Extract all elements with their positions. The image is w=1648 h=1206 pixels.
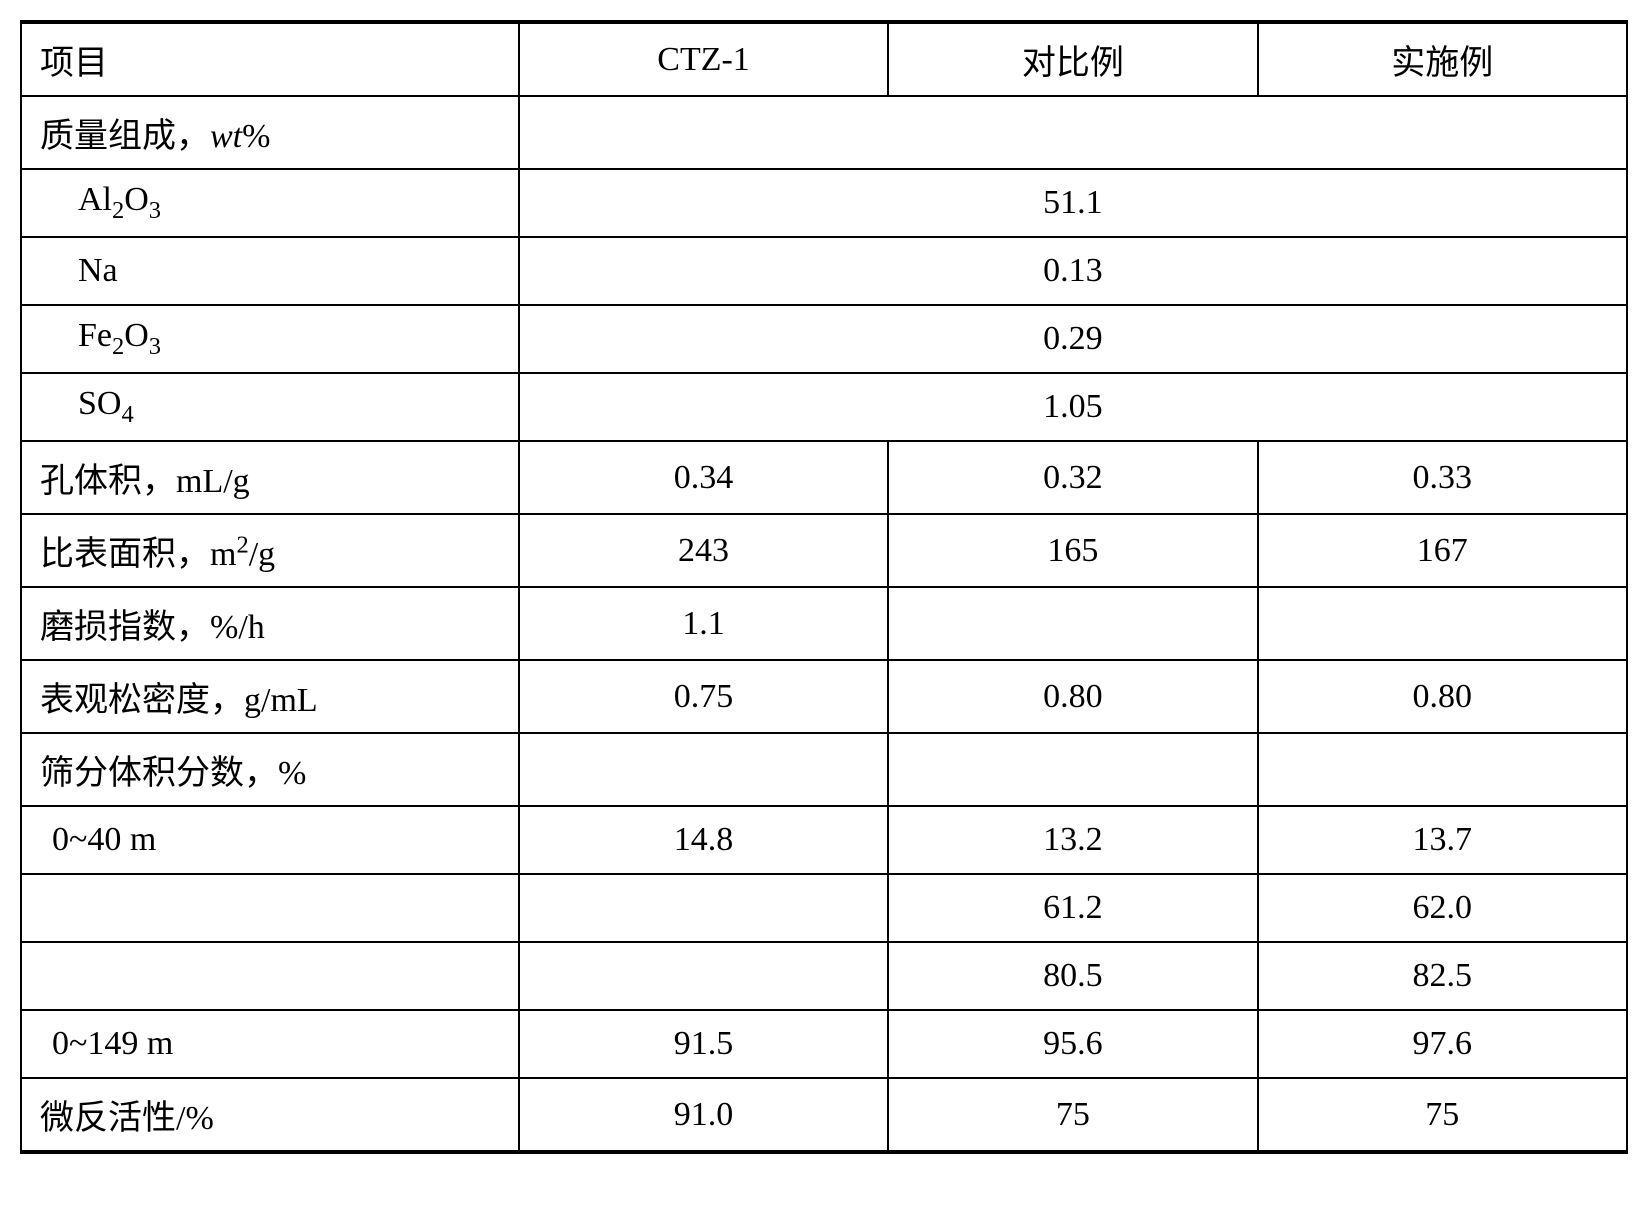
row-attrition: 磨损指数，%/h 1.1	[21, 587, 1627, 660]
label-pore-volume: 孔体积，mL/g	[21, 441, 519, 514]
row-range-0-149: 0~149 m 91.5 95.6 97.6	[21, 1010, 1627, 1078]
label-range-0-149: 0~149 m	[21, 1010, 519, 1078]
row-fe2o3: Fe2O3 0.29	[21, 305, 1627, 373]
label-sieve: 筛分体积分数，%	[21, 733, 519, 806]
value-so4: 1.05	[519, 373, 1627, 441]
data-table: 项目 CTZ-1 对比例 实施例 质量组成，wt% Al2O3 51.1 Na …	[20, 20, 1628, 1154]
label-range-0-40: 0~40 m	[21, 806, 519, 874]
value-fe2o3: 0.29	[519, 305, 1627, 373]
label-surface-area: 比表面积，m2/g	[21, 514, 519, 587]
label-fe2o3: Fe2O3	[21, 305, 519, 373]
value-pore-volume-c3: 0.33	[1258, 441, 1627, 514]
label-attrition: 磨损指数，%/h	[21, 587, 519, 660]
row-surface-area: 比表面积，m2/g 243 165 167	[21, 514, 1627, 587]
label-range-mid1	[21, 874, 519, 942]
value-micro-activity-c1: 91.0	[519, 1078, 888, 1152]
value-al2o3: 51.1	[519, 169, 1627, 237]
label-na: Na	[21, 237, 519, 305]
value-pore-volume-c1: 0.34	[519, 441, 888, 514]
value-range-0-149-c2: 95.6	[888, 1010, 1257, 1078]
header-col-ctz1: CTZ-1	[519, 22, 888, 96]
row-micro-activity: 微反活性/% 91.0 75 75	[21, 1078, 1627, 1152]
value-range-mid2-c2: 80.5	[888, 942, 1257, 1010]
value-range-0-40-c1: 14.8	[519, 806, 888, 874]
value-surface-area-c3: 167	[1258, 514, 1627, 587]
row-so4: SO4 1.05	[21, 373, 1627, 441]
value-range-mid2-c3: 82.5	[1258, 942, 1627, 1010]
value-range-0-40-c3: 13.7	[1258, 806, 1627, 874]
header-col-example: 实施例	[1258, 22, 1627, 96]
value-pore-volume-c2: 0.32	[888, 441, 1257, 514]
value-range-0-40-c2: 13.2	[888, 806, 1257, 874]
label-micro-activity: 微反活性/%	[21, 1078, 519, 1152]
value-bulk-density-c2: 0.80	[888, 660, 1257, 733]
value-surface-area-c1: 243	[519, 514, 888, 587]
value-bulk-density-c1: 0.75	[519, 660, 888, 733]
label-al2o3: Al2O3	[21, 169, 519, 237]
value-range-mid1-c2: 61.2	[888, 874, 1257, 942]
value-sieve-c1	[519, 733, 888, 806]
label-so4: SO4	[21, 373, 519, 441]
value-surface-area-c2: 165	[888, 514, 1257, 587]
label-mass-composition: 质量组成，wt%	[21, 96, 519, 169]
value-range-mid2-c1	[519, 942, 888, 1010]
value-mass-composition	[519, 96, 1627, 169]
label-range-mid2	[21, 942, 519, 1010]
row-na: Na 0.13	[21, 237, 1627, 305]
header-col-comparison: 对比例	[888, 22, 1257, 96]
value-range-mid1-c3: 62.0	[1258, 874, 1627, 942]
row-range-mid2: 80.5 82.5	[21, 942, 1627, 1010]
row-pore-volume: 孔体积，mL/g 0.34 0.32 0.33	[21, 441, 1627, 514]
row-al2o3: Al2O3 51.1	[21, 169, 1627, 237]
data-table-container: 项目 CTZ-1 对比例 实施例 质量组成，wt% Al2O3 51.1 Na …	[20, 20, 1628, 1154]
value-attrition-c2	[888, 587, 1257, 660]
header-col-item: 项目	[21, 22, 519, 96]
table-header-row: 项目 CTZ-1 对比例 实施例	[21, 22, 1627, 96]
row-range-0-40: 0~40 m 14.8 13.2 13.7	[21, 806, 1627, 874]
value-range-0-149-c1: 91.5	[519, 1010, 888, 1078]
value-attrition-c3	[1258, 587, 1627, 660]
label-bulk-density: 表观松密度，g/mL	[21, 660, 519, 733]
row-range-mid1: 61.2 62.0	[21, 874, 1627, 942]
value-micro-activity-c3: 75	[1258, 1078, 1627, 1152]
row-bulk-density: 表观松密度，g/mL 0.75 0.80 0.80	[21, 660, 1627, 733]
value-na: 0.13	[519, 237, 1627, 305]
value-sieve-c2	[888, 733, 1257, 806]
row-mass-composition: 质量组成，wt%	[21, 96, 1627, 169]
row-sieve: 筛分体积分数，%	[21, 733, 1627, 806]
value-micro-activity-c2: 75	[888, 1078, 1257, 1152]
value-attrition-c1: 1.1	[519, 587, 888, 660]
value-range-0-149-c3: 97.6	[1258, 1010, 1627, 1078]
value-bulk-density-c3: 0.80	[1258, 660, 1627, 733]
value-sieve-c3	[1258, 733, 1627, 806]
value-range-mid1-c1	[519, 874, 888, 942]
